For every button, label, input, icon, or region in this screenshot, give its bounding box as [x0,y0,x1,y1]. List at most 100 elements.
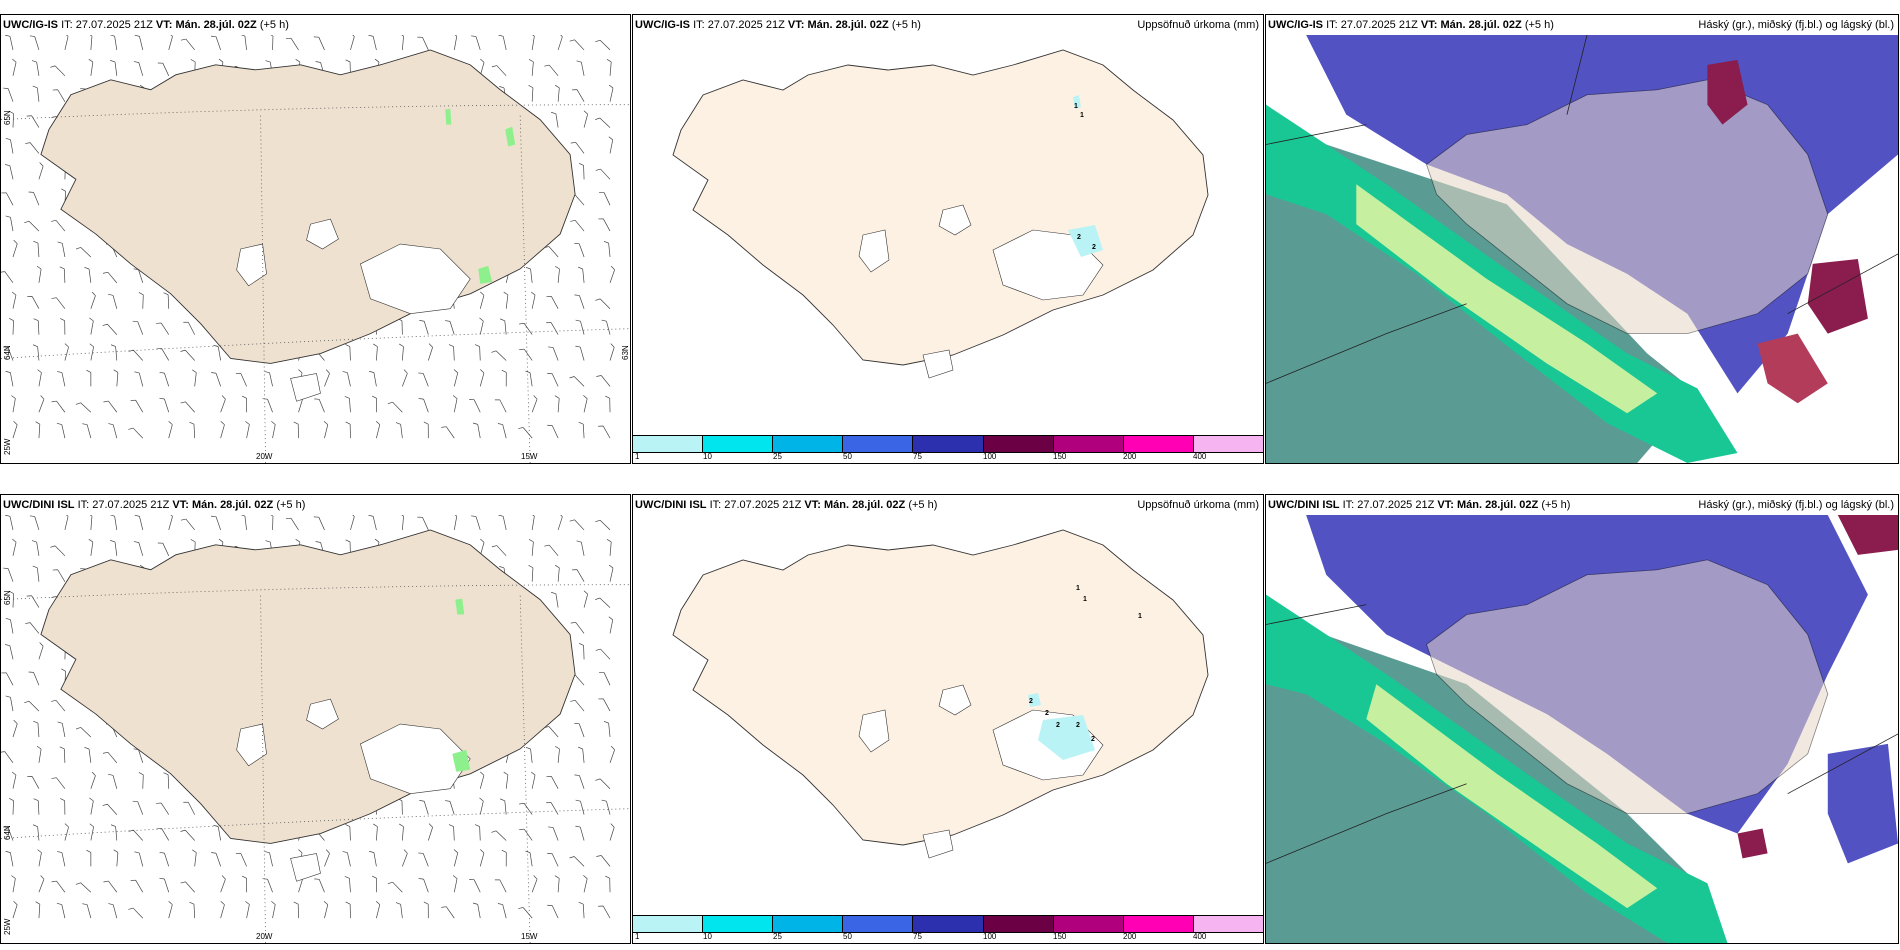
colorbar-swatch [1123,916,1194,932]
glacier-hofsjokull [306,218,339,250]
panel-clouds-igis: UWC/IG-IS IT: 27.07.2025 21Z VT: Mán. 28… [1265,14,1899,464]
precip-area-1mm [1038,715,1095,760]
precip-colorbar: 1 10 25 50 75 100 150 200 400 [633,915,1263,943]
precip-label: 1 [1083,596,1087,603]
colorbar-tick: 25 [773,932,782,941]
precip-map: 1 1 2 2 [672,49,1209,379]
glacier-vatnajokull [360,243,471,315]
vt-label: VT: [787,19,805,31]
colorbar-swatch [1123,436,1194,452]
panel-title: Uppsöfnuð úrkoma (mm) [1137,499,1259,511]
glacier-myrdalsjokull [922,349,954,379]
precip-label: 2 [1056,722,1060,729]
panel-header: UWC/IG-IS IT: 27.07.2025 21Z VT: Mán. 28… [1,15,630,35]
vt-value: Mán. 28.júl. 02Z [807,19,889,31]
glacier-myrdalsjokull [290,373,321,402]
it-label: IT: [1342,499,1355,511]
it-label: IT: [61,19,73,31]
lead-time: (+5 h) [259,19,289,31]
vt-label: VT: [155,19,173,31]
colorbar-swatch [843,916,914,932]
colorbar-tick: 100 [983,932,997,941]
colorbar-tick: 10 [703,932,712,941]
colorbar-tick: 400 [1193,932,1207,941]
colorbar-tick: 1 [635,452,640,461]
precip-label: 2 [1029,698,1033,705]
vt-value: Mán. 28.júl. 02Z [191,499,274,511]
panel-wind-dini: UWC/DINI ISL IT: 27.07.2025 21Z VT: Mán.… [0,494,631,944]
colorbar-tick: 150 [1053,932,1067,941]
cloud-low-inner [1366,684,1658,909]
precip-spot [478,265,493,284]
vt-label: VT: [1420,19,1438,31]
precip-label: 2 [1092,244,1096,251]
colorbar-tick: 200 [1123,932,1137,941]
colorbar-tick: 400 [1193,452,1207,461]
precip-label: 2 [1045,710,1049,717]
map-lines [1266,604,1898,864]
glacier-vatnajokull [992,229,1104,301]
it-value: 27.07.2025 21Z [92,499,170,511]
lat-label-63n: 63N [621,345,630,360]
model-name: UWC/IG-IS [635,19,690,31]
precip-label: 1 [1076,585,1080,592]
lat-label-65n: 65N [3,590,12,605]
map-area: 1 1 1 2 2 2 2 2 [633,515,1263,915]
colorbar-swatches [633,435,1263,453]
colorbar-tick: 25 [773,452,782,461]
lat-label-65n: 65N [3,110,12,125]
cloud-high-thick [1737,828,1768,859]
colorbar-swatch [633,916,704,932]
map-area [1,35,630,463]
vt-value: Mán. 28.júl. 02Z [1456,499,1539,511]
precip-area-1mm [1068,225,1103,257]
colorbar-tick: 150 [1053,452,1067,461]
lead-time: (+5 h) [908,499,938,511]
wind-map [1,515,630,943]
it-value: 27.07.2025 21Z [1340,19,1418,31]
lon-label-15w: 15W [521,932,538,941]
glacier-myrdalsjokull [290,853,321,882]
colorbar-swatch [1193,916,1263,932]
panel-header: UWC/DINI ISL IT: 27.07.2025 21Z VT: Mán.… [1266,495,1898,515]
colorbar-swatches [633,915,1263,933]
precip-label: 1 [1080,112,1084,119]
glacier-hofsjokull [306,698,339,730]
model-name: UWC/DINI ISL [1268,499,1340,511]
panel-clouds-dini: UWC/DINI ISL IT: 27.07.2025 21Z VT: Mán.… [1265,494,1899,944]
it-label: IT: [1326,19,1338,31]
panel-header: UWC/DINI ISL IT: 27.07.2025 21Z VT: Mán.… [1,495,630,515]
colorbar-swatch [983,436,1054,452]
cloud-high-thick [1757,333,1828,404]
model-name: UWC/DINI ISL [635,499,707,511]
glacier-hofsjokull [938,684,972,716]
precip-label: 2 [1077,234,1081,241]
colorbar-swatch [773,436,844,452]
iceland-land [1426,559,1829,815]
colorbar-tick: 75 [913,932,922,941]
lon-label-15w: 15W [521,452,538,461]
it-value: 27.07.2025 21Z [75,19,153,31]
lon-label-20w: 20W [256,932,273,941]
colorbar-swatch [1053,916,1124,932]
vt-label: VT: [1437,499,1454,511]
model-name: UWC/DINI ISL [3,499,75,511]
precip-label: 1 [1138,613,1142,620]
map-area [1,515,630,943]
glacier-vatnajokull [360,723,471,795]
lead-time: (+5 h) [276,499,306,511]
vt-label: VT: [172,499,189,511]
it-label: IT: [709,499,722,511]
colorbar-ticks: 1 10 25 50 75 100 150 200 400 [633,452,1263,462]
colorbar-swatch [983,916,1054,932]
lat-label-64n: 64N [3,825,12,840]
lat-label-25w: 25W [3,438,12,455]
iceland-land [1426,79,1829,335]
cloud-map [1266,515,1898,943]
colorbar-swatch [703,436,774,452]
cloud-high-thick [1807,258,1868,334]
precip-spot [455,598,465,615]
it-value: 27.07.2025 21Z [724,499,802,511]
cloud-low-inner [1356,184,1658,414]
panel-title: Háský (gr.), miðský (fj.bl.) og lágský (… [1698,499,1894,511]
